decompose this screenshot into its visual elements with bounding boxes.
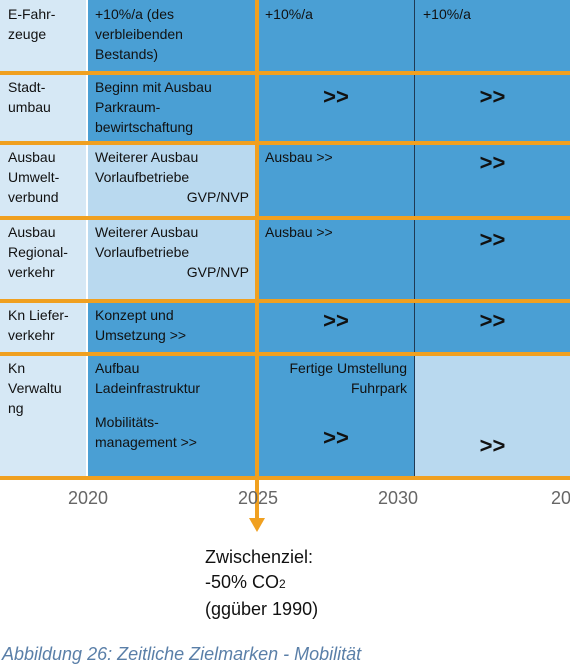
cell-text: Weiterer Ausbau Vorlaufbetriebe	[95, 224, 199, 260]
continuation-arrows: >>	[323, 425, 349, 450]
timeline-table: E-Fahr- zeuge +10%/a (des verbleibenden …	[0, 0, 570, 480]
row-label-regionalverkehr: Ausbau Regional- verkehr	[0, 218, 87, 301]
cell-text-right: GVP/NVP	[186, 189, 249, 205]
row-separator	[0, 299, 570, 303]
year-2035-partial: 20	[551, 488, 570, 508]
row-label-text: Ausbau Umwelt- verbund	[8, 149, 60, 205]
cell-text: +10%/a	[423, 6, 471, 22]
row-label-text: Ausbau Regional- verkehr	[8, 224, 68, 280]
milestone-line1: Zwischenziel:	[205, 547, 314, 567]
cell-verwaltung-2020: Aufbau Ladeinfrastruktur Mobilitäts- man…	[87, 354, 257, 480]
cell-text-top: Fertige Umstellung Fuhrpark	[289, 360, 408, 396]
cell-verwaltung-2030: >>	[415, 354, 570, 480]
continuation-arrows: >>	[323, 84, 349, 109]
row-separator	[0, 216, 570, 220]
row-label-text: Stadt- umbau	[8, 79, 51, 115]
year-2025: 2025	[238, 488, 279, 508]
cell-stadtumbau-2025: >>	[257, 73, 415, 143]
milestone-line3: (ggüber 1990)	[205, 599, 319, 619]
row-label-e-fahrzeuge: E-Fahr- zeuge	[0, 0, 87, 73]
continuation-arrows: >>	[479, 150, 506, 175]
row-label-text: E-Fahr- zeuge	[8, 6, 56, 42]
cell-lieferverkehr-2030: >>	[415, 301, 570, 354]
cell-umweltverbund-2025: Ausbau >>	[257, 143, 415, 218]
cell-text: Ausbau >>	[265, 224, 333, 240]
cell-umweltverbund-2020: Weiterer Ausbau Vorlaufbetriebe GVP/NVP	[87, 143, 257, 218]
row-label-stadtumbau: Stadt- umbau	[0, 73, 87, 143]
row-label-lieferverkehr: Kn Liefer- verkehr	[0, 301, 87, 354]
cell-verwaltung-2025: Fertige Umstellung Fuhrpark >>	[257, 354, 415, 480]
cell-text-right: GVP/NVP	[186, 264, 249, 280]
continuation-arrows: >>	[479, 84, 506, 109]
cell-text: Beginn mit Ausbau Parkraum- bewirtschaft…	[95, 79, 212, 135]
row-separator	[0, 141, 570, 145]
cell-regionalverkehr-2030: >>	[415, 218, 570, 301]
year-2030: 2030	[378, 488, 419, 508]
continuation-arrows: >>	[479, 227, 506, 252]
cell-text: Weiterer Ausbau Vorlaufbetriebe	[95, 149, 199, 185]
cell-text: +10%/a	[265, 6, 313, 22]
cell-lieferverkehr-2025: >>	[257, 301, 415, 354]
milestone-co2-subscript: 2	[279, 577, 286, 591]
cell-regionalverkehr-2020: Weiterer Ausbau Vorlaufbetriebe GVP/NVP	[87, 218, 257, 301]
milestone-arrow-icon	[249, 518, 265, 532]
row-separator	[0, 352, 570, 356]
row-label-text: Kn Verwaltu ng	[8, 360, 62, 416]
milestone-line2: -50% CO2	[205, 570, 318, 597]
milestone-line	[255, 0, 259, 520]
milestone-co2: -50% CO	[205, 572, 280, 592]
cell-regionalverkehr-2025: Ausbau >>	[257, 218, 415, 301]
cell-stadtumbau-2020: Beginn mit Ausbau Parkraum- bewirtschaft…	[87, 73, 257, 143]
cell-text-bottom: Mobilitäts- management >>	[95, 414, 197, 450]
cell-stadtumbau-2030: >>	[415, 73, 570, 143]
cell-e-fahrzeuge-2030: +10%/a	[415, 0, 570, 73]
cell-text: Ausbau >>	[265, 149, 333, 165]
row-separator	[0, 71, 570, 75]
continuation-arrows: >>	[479, 433, 506, 458]
cell-text: +10%/a (des verbleibenden Bestands)	[95, 6, 183, 62]
figure-caption: Abbildung 26: Zeitliche Zielmarken - Mob…	[2, 644, 362, 664]
cell-e-fahrzeuge-2020: +10%/a (des verbleibenden Bestands)	[87, 0, 257, 73]
row-label-verwaltung: Kn Verwaltu ng	[0, 354, 87, 480]
cell-umweltverbund-2030: >>	[415, 143, 570, 218]
year-2020: 2020	[68, 488, 109, 508]
continuation-arrows: >>	[323, 308, 349, 333]
row-label-text: Kn Liefer- verkehr	[8, 307, 69, 343]
cell-text-top: Aufbau Ladeinfrastruktur	[95, 360, 201, 396]
continuation-arrows: >>	[479, 308, 506, 333]
row-label-umweltverbund: Ausbau Umwelt- verbund	[0, 143, 87, 218]
row-separator	[0, 476, 570, 480]
cell-text: Konzept und Umsetzung >>	[95, 307, 187, 343]
cell-lieferverkehr-2020: Konzept und Umsetzung >>	[87, 301, 257, 354]
milestone-text: Zwischenziel: -50% CO2 (ggüber 1990)	[205, 545, 318, 622]
label-column-separator	[86, 0, 88, 480]
column-divider-2030	[414, 0, 415, 480]
cell-e-fahrzeuge-2025: +10%/a	[257, 0, 415, 73]
